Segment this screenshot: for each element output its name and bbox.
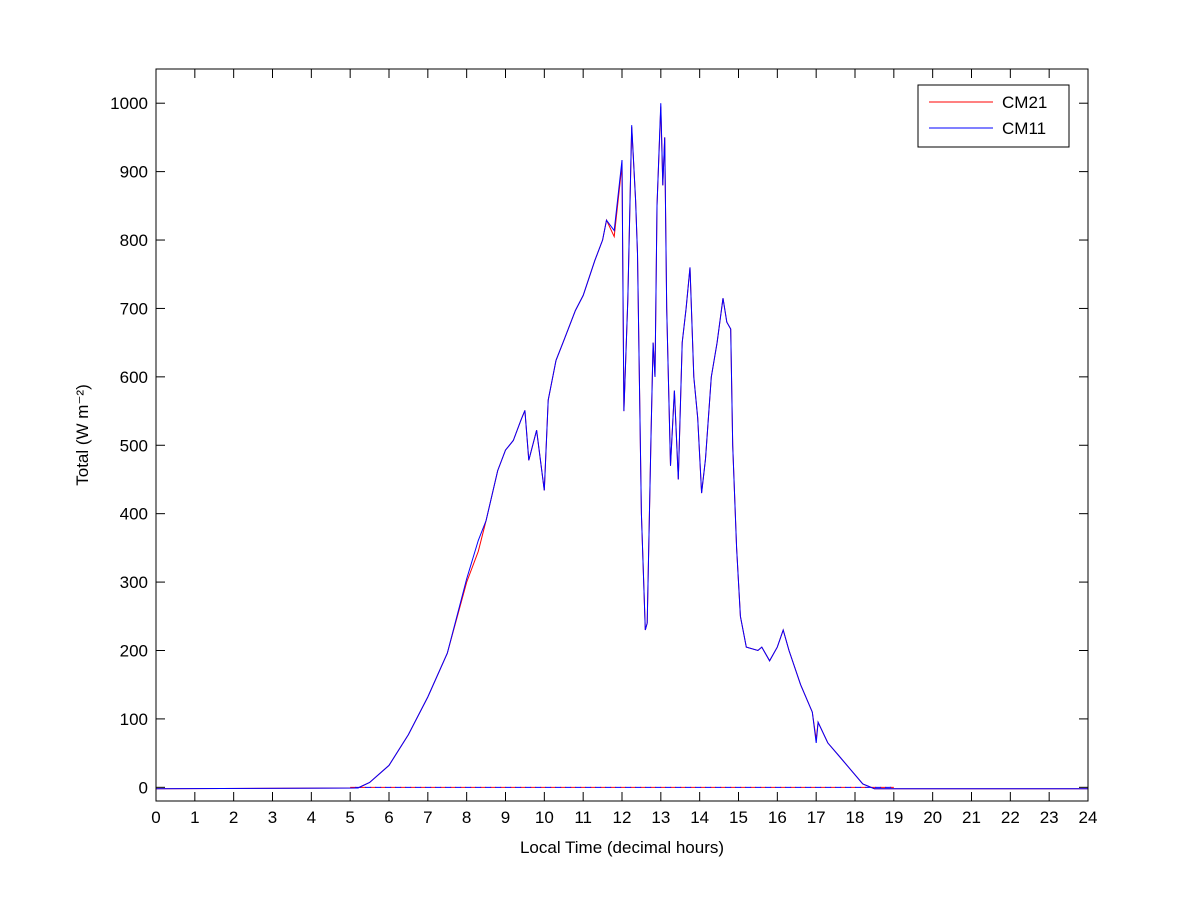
series-line-cm11 <box>155 103 1088 790</box>
x-tick-label: 1 <box>190 808 199 827</box>
x-tick-label: 20 <box>923 808 942 827</box>
y-axis-label: Total (W m⁻²) <box>73 384 92 486</box>
x-tick-label: 22 <box>1001 808 1020 827</box>
legend-label-cm11: CM11 <box>1002 119 1046 138</box>
x-tick-label: 19 <box>884 808 903 827</box>
legend-label-cm21: CM21 <box>1002 93 1047 112</box>
y-tick-label: 900 <box>120 163 148 182</box>
y-tick-label: 700 <box>120 299 148 318</box>
x-tick-label: 3 <box>268 808 277 827</box>
y-tick-label: 800 <box>120 231 148 250</box>
legend-box <box>917 84 1070 148</box>
x-tick-label: 2 <box>229 808 238 827</box>
x-axis-label: Local Time (decimal hours) <box>520 838 724 857</box>
x-tick-label: 15 <box>729 808 748 827</box>
x-tick-label: 8 <box>462 808 471 827</box>
legend: CM21 CM11 <box>917 84 1070 148</box>
x-tick-label: 21 <box>962 808 981 827</box>
x-tick-label: 24 <box>1079 808 1098 827</box>
y-tick-label: 400 <box>120 505 148 524</box>
y-tick-label: 300 <box>120 573 148 592</box>
x-tick-label: 18 <box>846 808 865 827</box>
x-tick-label: 10 <box>535 808 554 827</box>
x-tick-label: 16 <box>768 808 787 827</box>
x-tick-label: 12 <box>613 808 632 827</box>
y-tick-label: 200 <box>120 641 148 660</box>
x-tick-label: 9 <box>501 808 510 827</box>
x-tick-label: 5 <box>345 808 354 827</box>
series-lines <box>155 103 1088 790</box>
x-tick-label: 17 <box>807 808 826 827</box>
x-tick-label: 14 <box>690 808 709 827</box>
y-tick-label: 600 <box>120 368 148 387</box>
y-tick-label: 1000 <box>110 94 148 113</box>
x-tick-label: 6 <box>384 808 393 827</box>
ticks: 0 1 2 3 4 5 6 7 8 9 10 11 12 13 14 15 16 17 18 19 20 21 22 23 24… <box>110 69 1097 827</box>
x-tick-label: 0 <box>151 808 160 827</box>
x-tick-label: 11 <box>574 808 592 827</box>
x-tick-label: 23 <box>1040 808 1059 827</box>
x-tick-label: 13 <box>651 808 670 827</box>
x-tick-label: 7 <box>423 808 432 827</box>
x-tick-label: 4 <box>307 808 316 827</box>
y-tick-label: 100 <box>120 710 148 729</box>
y-tick-label: 500 <box>120 436 148 455</box>
y-tick-label: 0 <box>139 778 148 797</box>
